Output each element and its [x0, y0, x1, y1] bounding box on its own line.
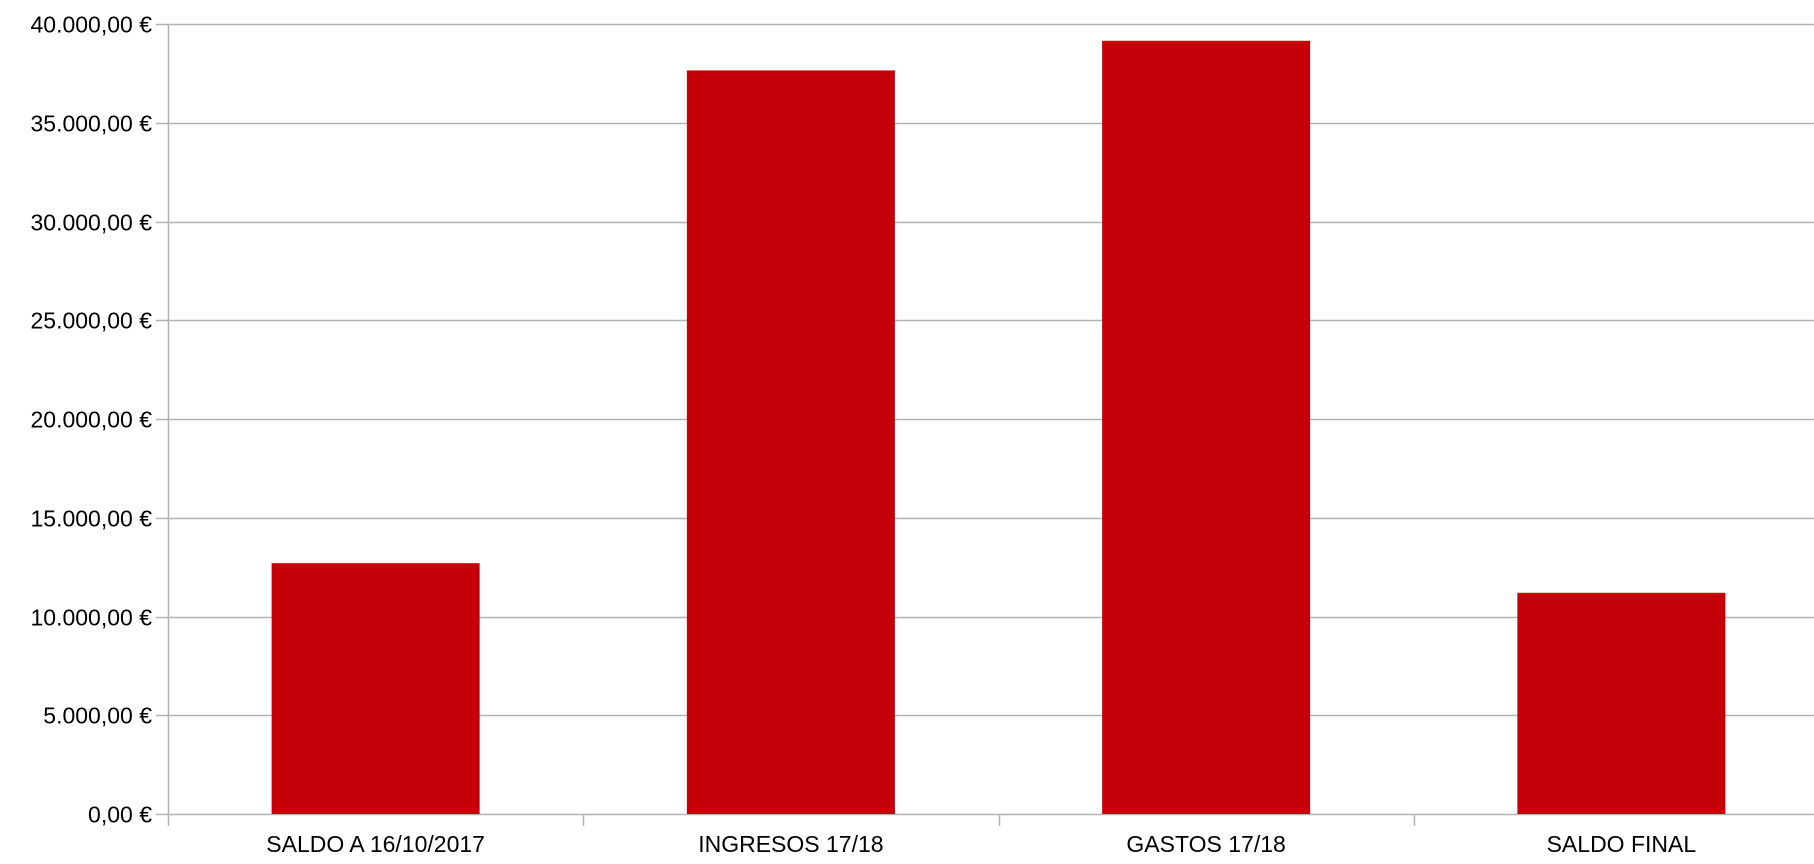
- bar-saldo-a-16-10-2017: [271, 563, 480, 814]
- y-axis-tick-labels: 0,00 € 5.000,00 € 10.000,00 € 15.000,00 € 20…: [30, 12, 152, 828]
- y-tick-label: 0,00 €: [88, 802, 152, 828]
- axes: [156, 23, 1416, 826]
- y-tick-label: 15.000,00 €: [30, 506, 152, 532]
- bar-gastos-17-18: [1102, 40, 1311, 815]
- x-tick-label: SALDO FINAL: [1547, 831, 1697, 857]
- x-tick-label: INGRESOS 17/18: [698, 831, 883, 857]
- y-tick-label: 40.000,00 €: [30, 12, 152, 38]
- x-axis-tick-labels: SALDO A 16/10/2017 INGRESOS 17/18 GASTOS 1…: [266, 831, 1696, 857]
- y-tick-label: 20.000,00 €: [30, 407, 152, 433]
- bars: [271, 40, 1726, 815]
- y-tick-label: 35.000,00 €: [30, 111, 152, 137]
- bar-saldo-final: [1517, 592, 1726, 814]
- y-tick-label: 25.000,00 €: [30, 308, 152, 334]
- x-tick-label: GASTOS 17/18: [1126, 831, 1285, 857]
- y-tick-label: 5.000,00 €: [43, 703, 152, 729]
- bar-ingresos-17-18: [686, 70, 895, 815]
- x-tick-label: SALDO A 16/10/2017: [266, 831, 485, 857]
- y-tick-label: 10.000,00 €: [30, 605, 152, 631]
- y-tick-label: 30.000,00 €: [30, 210, 152, 236]
